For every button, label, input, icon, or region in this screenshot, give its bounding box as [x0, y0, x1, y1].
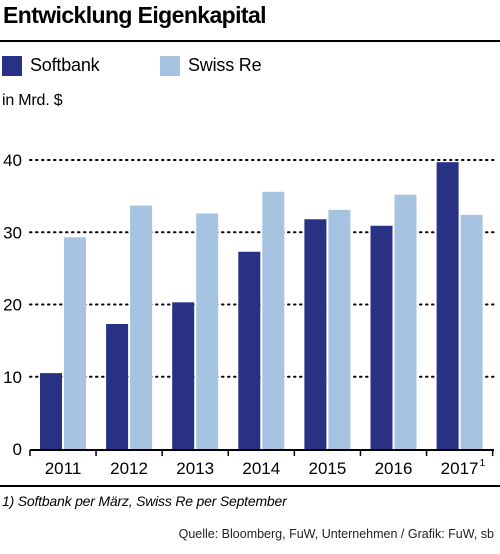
bar-swiss-re-2013 — [196, 213, 219, 449]
y-tick-label-10: 10 — [3, 368, 22, 387]
x-tick-label-2017: 2017 — [441, 459, 479, 478]
bar-swiss-re-2016 — [394, 194, 417, 449]
bar-swiss-re-2015 — [328, 209, 351, 449]
x-tick-label-2014: 2014 — [242, 459, 280, 478]
bar-softbank-2017 — [436, 162, 459, 450]
source-credit: Quelle: Bloomberg, FuW, Unternehmen / Gr… — [178, 527, 494, 541]
y-tick-label-40: 40 — [3, 151, 22, 170]
bar-softbank-2011 — [40, 373, 62, 449]
legend-swatch-swiss-re — [160, 55, 180, 76]
footer-rule — [0, 485, 500, 487]
chart-title: Entwicklung Eigenkapital — [3, 2, 267, 28]
bar-swiss-re-2011 — [64, 237, 86, 449]
legend: Softbank Swiss Re — [0, 55, 500, 81]
legend-item-softbank: Softbank — [2, 55, 100, 76]
y-tick-label-20: 20 — [3, 296, 22, 315]
title-rule — [0, 40, 500, 42]
legend-swatch-softbank — [2, 55, 22, 76]
legend-label-softbank: Softbank — [30, 55, 100, 75]
x-tick-label-2015: 2015 — [308, 459, 346, 478]
bar-swiss-re-2017 — [460, 214, 483, 449]
bar-swiss-re-2012 — [130, 205, 153, 449]
unit-label: in Mrd. $ — [2, 92, 63, 109]
x-tick-label-2011: 2011 — [45, 459, 82, 478]
x-tick-label-2013: 2013 — [176, 459, 214, 478]
bar-softbank-2013 — [172, 302, 195, 449]
bar-softbank-2016 — [370, 225, 393, 449]
x-tick-label-2012: 2012 — [110, 459, 148, 478]
bar-softbank-2015 — [304, 219, 327, 449]
legend-label-swiss-re: Swiss Re — [188, 55, 262, 75]
x-tick-label-2016: 2016 — [375, 459, 413, 478]
bar-swiss-re-2014 — [262, 191, 285, 450]
x-tick-superscript-2017: 1 — [480, 458, 486, 469]
bar-softbank-2014 — [238, 251, 261, 449]
footnote: 1) Softbank per März, Swiss Re per Septe… — [2, 493, 287, 509]
legend-item-swiss-re: Swiss Re — [160, 55, 262, 76]
y-tick-label-0: 0 — [13, 440, 22, 459]
y-tick-label-30: 30 — [3, 223, 22, 242]
bar-softbank-2012 — [106, 324, 129, 449]
